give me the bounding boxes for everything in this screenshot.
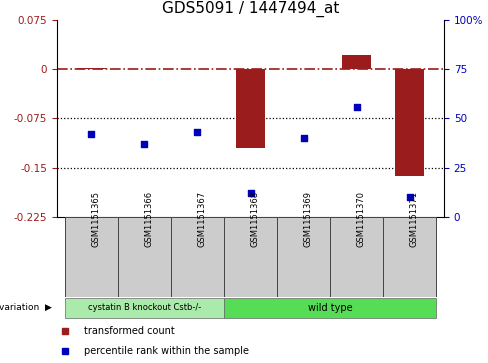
Text: GSM1151369: GSM1151369: [304, 191, 312, 248]
Text: genotype/variation  ▶: genotype/variation ▶: [0, 303, 52, 313]
Bar: [65, 298, 224, 318]
Text: GSM1151368: GSM1151368: [250, 191, 260, 248]
Bar: [224, 217, 277, 297]
Point: [87, 131, 95, 137]
Point: [246, 191, 254, 196]
Bar: [65, 217, 118, 297]
Text: transformed count: transformed count: [84, 326, 175, 336]
Text: GSM1151371: GSM1151371: [409, 191, 419, 248]
Bar: [118, 217, 171, 297]
Text: GSM1151370: GSM1151370: [357, 191, 366, 248]
Text: GSM1151366: GSM1151366: [144, 191, 153, 248]
Bar: [224, 298, 436, 318]
Bar: [330, 217, 383, 297]
Bar: [383, 217, 436, 297]
Point: [300, 135, 307, 141]
Bar: [277, 217, 330, 297]
Text: GSM1151365: GSM1151365: [91, 191, 101, 248]
Bar: [77, 68, 106, 69]
Bar: [236, 69, 265, 148]
Text: cystatin B knockout Cstb-/-: cystatin B knockout Cstb-/-: [88, 303, 201, 312]
Text: wild type: wild type: [308, 302, 352, 313]
Text: GSM1151367: GSM1151367: [198, 191, 206, 248]
Point: [194, 129, 202, 135]
Bar: [395, 69, 424, 176]
Point: [141, 141, 148, 147]
Bar: [171, 217, 224, 297]
Point: [406, 195, 413, 200]
Title: GDS5091 / 1447494_at: GDS5091 / 1447494_at: [162, 1, 339, 17]
Text: percentile rank within the sample: percentile rank within the sample: [84, 346, 249, 356]
Bar: [342, 55, 371, 69]
Point: [353, 104, 361, 110]
